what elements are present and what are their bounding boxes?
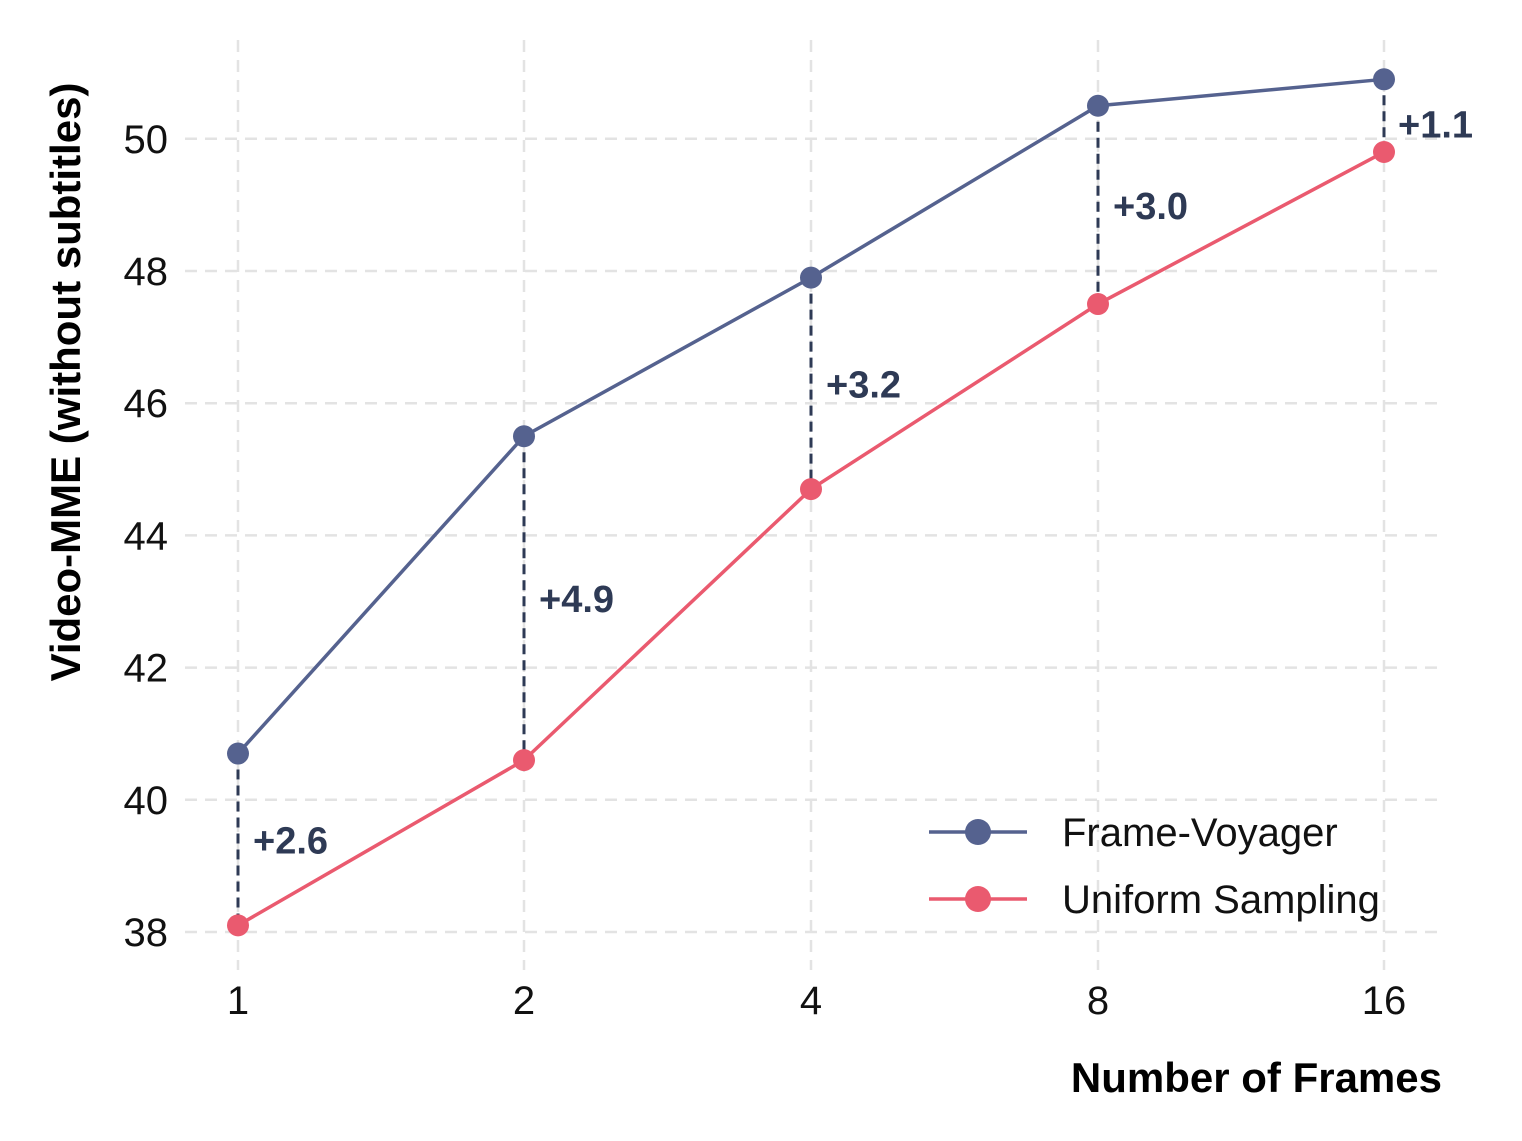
y-tick-label: 50 [124,118,169,162]
y-tick-labels: 38 40 42 44 46 48 50 [124,118,169,955]
difference-labels: +2.6 +4.9 +3.2 +3.0 +1.1 [253,104,1473,862]
y-tick-label: 42 [124,647,169,691]
data-point [1373,141,1395,163]
difference-label: +4.9 [539,579,614,621]
x-tick-label: 16 [1362,979,1407,1023]
difference-label: +2.6 [253,820,328,862]
x-tick-label: 1 [227,979,249,1023]
y-tick-label: 40 [124,779,169,823]
data-point [513,425,535,447]
difference-label: +1.1 [1398,104,1473,146]
y-tick-label: 48 [124,250,169,294]
legend-item: Frame-Voyager [929,811,1338,855]
y-tick-label: 46 [124,382,169,426]
legend-marker [965,886,991,912]
y-tick-label: 44 [124,514,169,558]
data-point [800,478,822,500]
data-point [1373,68,1395,90]
data-point [513,749,535,771]
legend-label: Frame-Voyager [1062,811,1338,855]
y-axis-title: Video-MME (without subtitles) [42,83,89,682]
x-tick-label: 4 [800,979,822,1023]
legend-item: Uniform Sampling [929,878,1380,922]
data-point [227,914,249,936]
data-point [1087,293,1109,315]
difference-label: +3.2 [826,364,901,406]
data-point [227,743,249,765]
legend-label: Uniform Sampling [1062,878,1380,922]
x-tick-labels: 1 2 4 8 16 [227,979,1406,1023]
legend: Frame-Voyager Uniform Sampling [929,811,1380,922]
x-axis-title: Number of Frames [1071,1054,1442,1101]
x-tick-label: 8 [1087,979,1109,1023]
data-point [800,267,822,289]
y-tick-label: 38 [124,911,169,955]
data-point [1087,95,1109,117]
difference-label: +3.0 [1113,186,1188,228]
legend-marker [965,819,991,845]
x-tick-label: 2 [513,979,535,1023]
